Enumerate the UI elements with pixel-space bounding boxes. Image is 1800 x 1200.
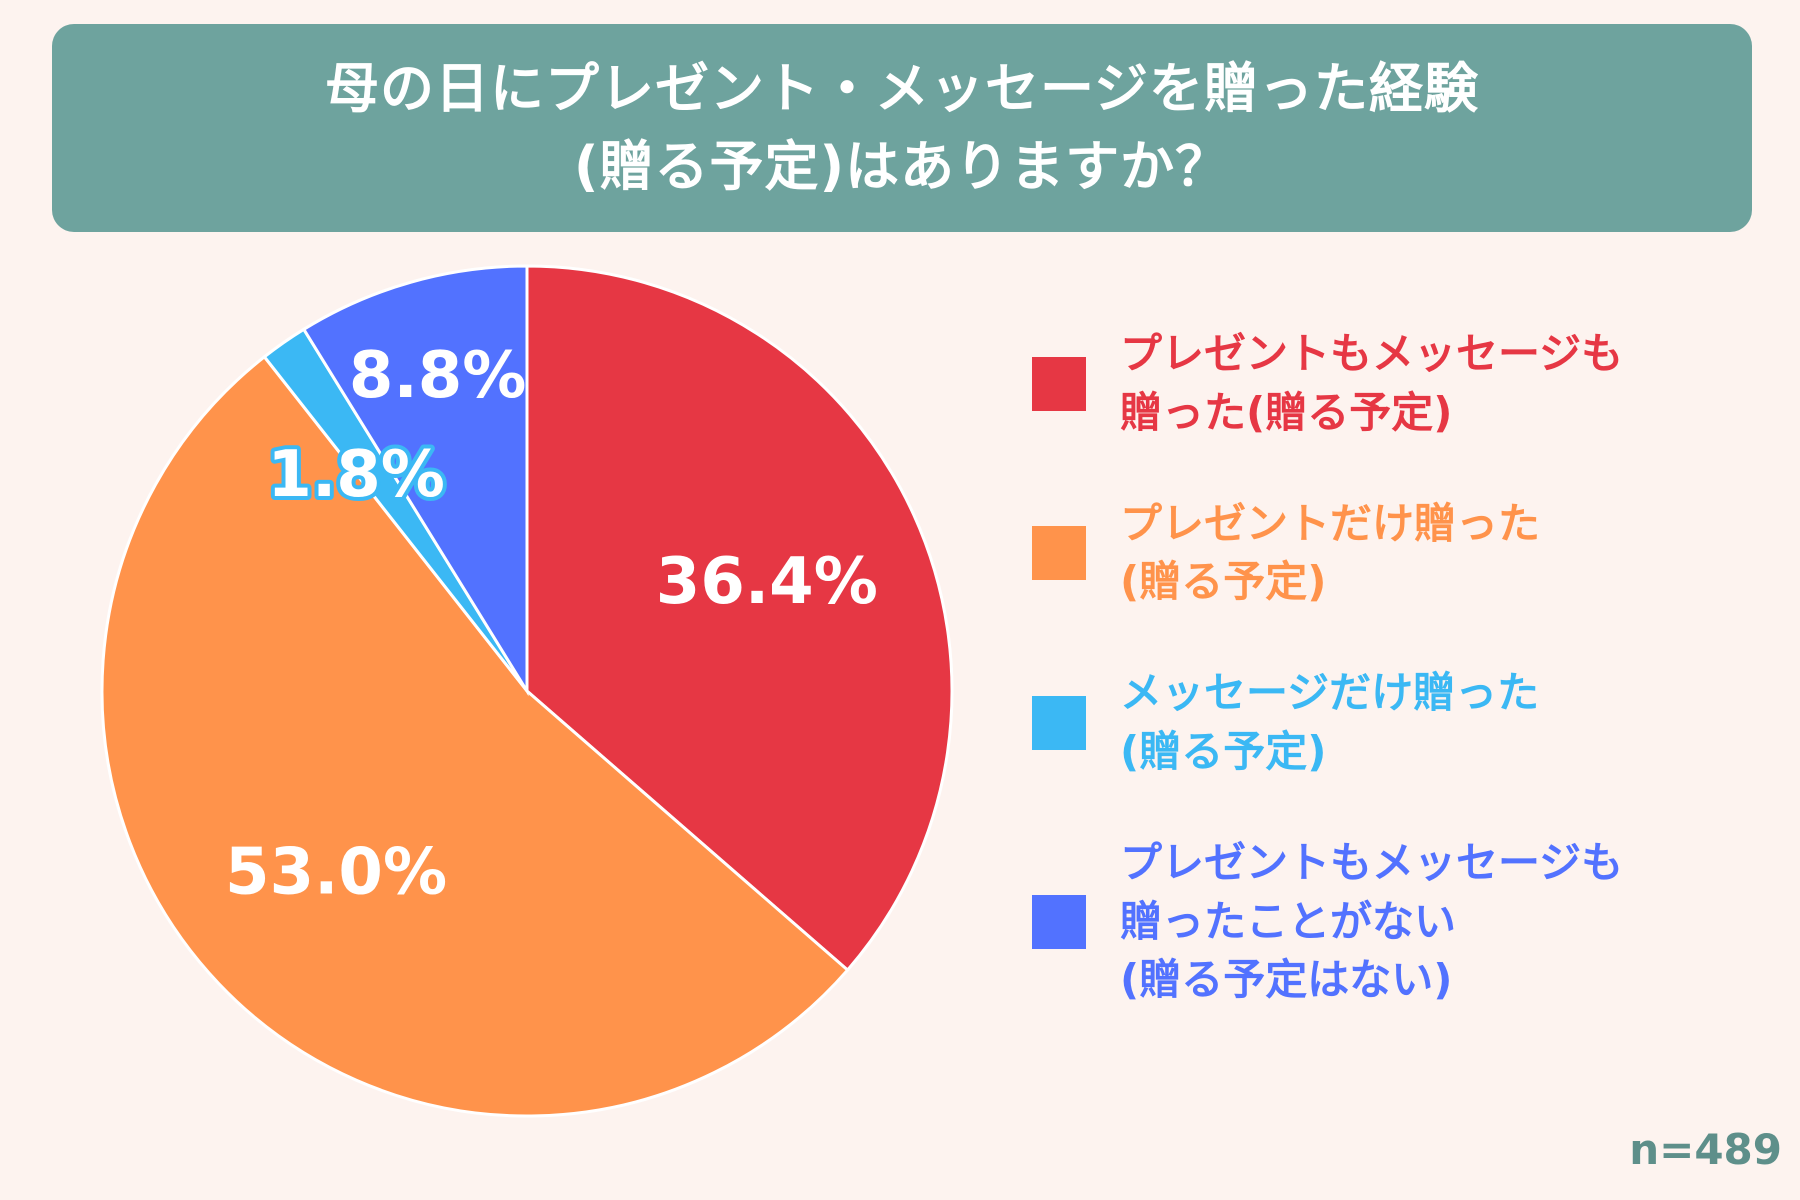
pie-chart: 36.4% 53.0% 1.8% 8.8% [0, 250, 1000, 1150]
pie-slice-present-only [100, 354, 850, 1118]
legend-label-present-only: プレゼントだけ贈った (贈る予定) [1120, 498, 1541, 607]
pie-slice-both [525, 264, 954, 973]
legend-label-message-only: メッセージだけ贈った (贈る予定) [1120, 668, 1540, 776]
pie-label-message-only: 1.8% [267, 438, 445, 512]
legend-item-none: プレゼントもメッセージも 贈ったことがない (贈る予定はない) [1032, 834, 1782, 1010]
legend-label-both: プレゼントもメッセージも 贈った(贈る予定) [1120, 329, 1624, 437]
legend-swatch-both [1032, 356, 1086, 411]
pie-label-none: 8.8% [349, 339, 527, 413]
legend-item-present-only: プレゼントだけ贈った (贈る予定) [1032, 495, 1782, 613]
title-line-2: (贈る予定)はありますか？ [573, 135, 1231, 198]
legend: プレゼントもメッセージも 贈った(贈る予定) プレゼントだけ贈った (贈る予定)… [1032, 325, 1782, 1062]
legend-swatch-message-only [1032, 695, 1086, 750]
legend-swatch-present-only [1032, 526, 1086, 581]
legend-label-none: プレゼントもメッセージも 贈ったことがない (贈る予定はない) [1120, 837, 1624, 1005]
legend-item-both: プレゼントもメッセージも 贈った(贈る予定) [1032, 325, 1782, 443]
pie-label-both: 36.4% [656, 545, 878, 619]
legend-swatch-none [1032, 894, 1086, 949]
title-banner: 母の日にプレゼント・メッセージを贈った経験 (贈る予定)はありますか？ [52, 24, 1752, 232]
legend-item-message-only: メッセージだけ贈った (贈る予定) [1032, 664, 1782, 782]
sample-size-label: n=489 [1629, 1125, 1782, 1174]
pie-label-present-only: 53.0% [225, 836, 447, 910]
title-line-1: 母の日にプレゼント・メッセージを贈った経験 [325, 56, 1479, 120]
pie-slice-none [301, 264, 529, 697]
pie-chart-svg: 36.4% 53.0% 1.8% 8.8% [100, 264, 954, 1118]
